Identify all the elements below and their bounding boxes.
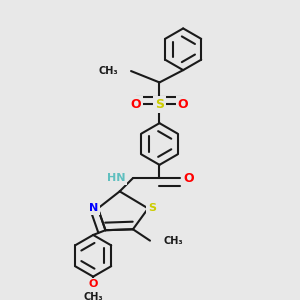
Text: O: O: [130, 98, 141, 111]
Text: HN: HN: [107, 173, 125, 183]
Text: CH₃: CH₃: [83, 292, 103, 300]
Text: S: S: [148, 203, 156, 213]
Text: O: O: [88, 279, 98, 289]
Text: O: O: [184, 172, 194, 184]
Text: CH₃: CH₃: [163, 236, 183, 246]
Text: N: N: [89, 203, 99, 213]
Text: S: S: [155, 98, 164, 111]
Text: CH₃: CH₃: [98, 66, 118, 76]
Text: O: O: [178, 98, 188, 111]
